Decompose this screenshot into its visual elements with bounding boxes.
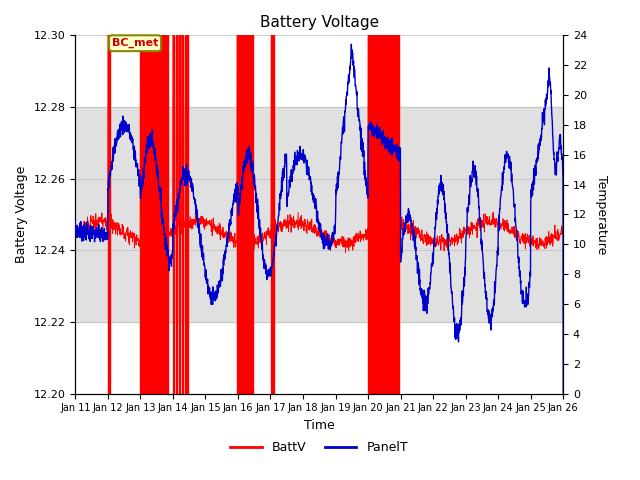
Title: Battery Voltage: Battery Voltage (260, 15, 379, 30)
Y-axis label: Battery Voltage: Battery Voltage (15, 166, 28, 263)
Bar (368, 36, 399, 394)
Bar (173, 36, 174, 394)
Bar (182, 36, 183, 394)
Bar (140, 36, 168, 394)
Bar (237, 36, 253, 394)
X-axis label: Time: Time (304, 419, 335, 432)
Bar (271, 36, 275, 394)
Legend: BattV, PanelT: BattV, PanelT (225, 436, 413, 459)
Y-axis label: Temperature: Temperature (595, 175, 608, 254)
Bar (179, 36, 180, 394)
Bar (76, 107, 563, 322)
Bar (176, 36, 177, 394)
Bar (108, 36, 111, 394)
Bar (185, 36, 188, 394)
Text: BC_met: BC_met (112, 38, 158, 48)
